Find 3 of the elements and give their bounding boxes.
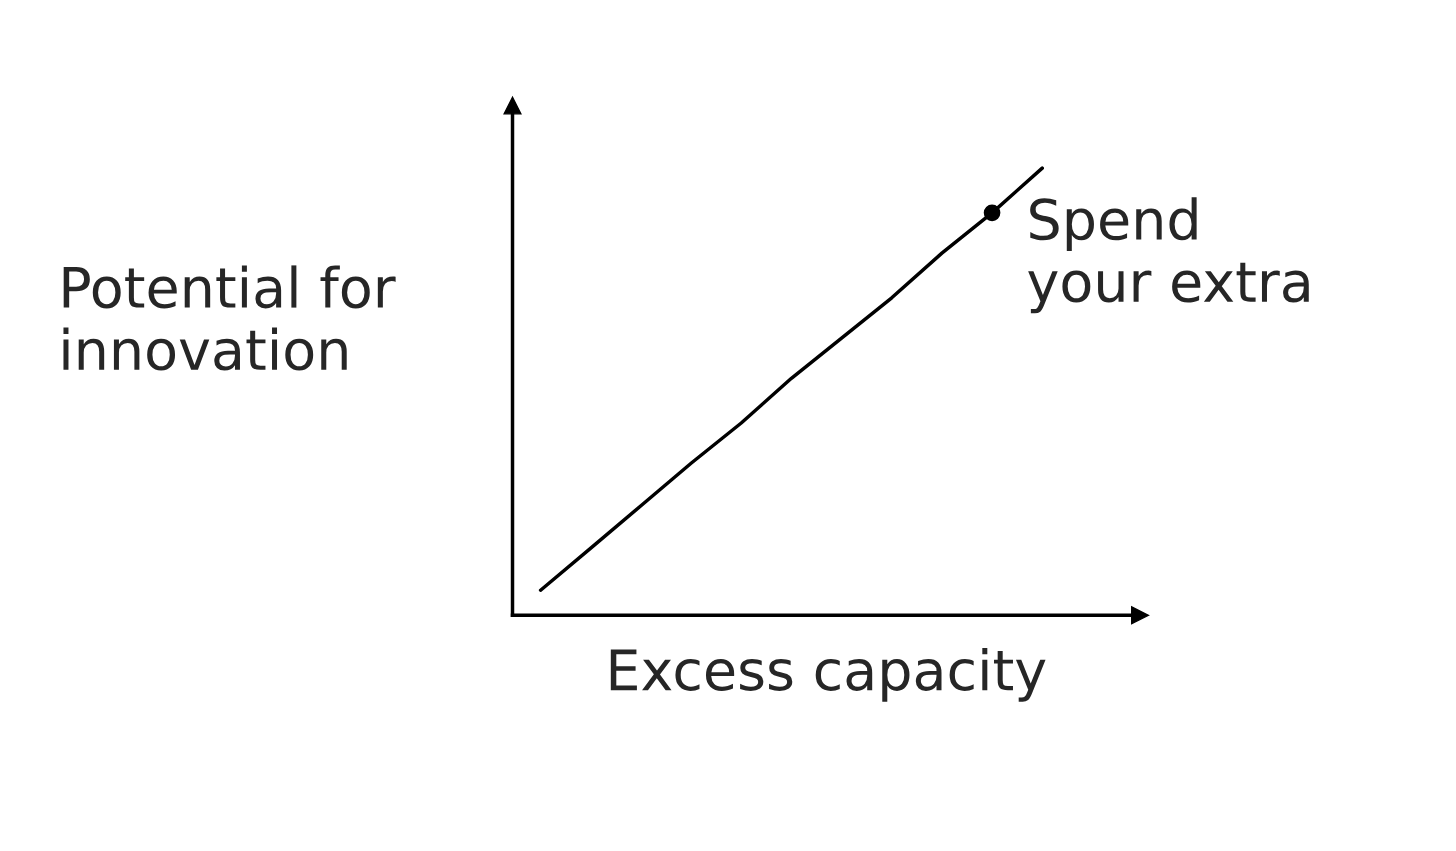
- y-axis-title: Potential for innovation: [63, 265, 396, 371]
- x-axis-title: Excess capacity: [610, 647, 1046, 702]
- annotation: Spend your extra: [1028, 197, 1309, 314]
